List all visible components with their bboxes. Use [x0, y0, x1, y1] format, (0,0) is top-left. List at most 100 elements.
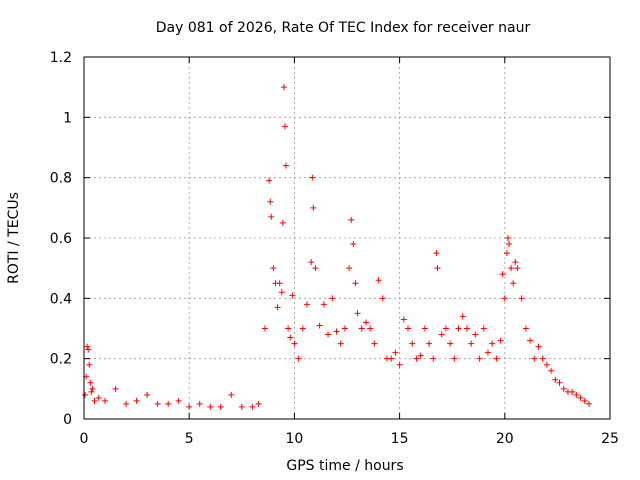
data-point — [552, 376, 559, 383]
data-point — [308, 259, 315, 266]
data-point — [503, 250, 510, 257]
data-point — [238, 403, 245, 410]
data-point — [539, 355, 546, 362]
data-point — [312, 265, 319, 272]
data-point — [102, 397, 109, 404]
data-point — [379, 295, 386, 302]
data-point — [316, 322, 323, 329]
data-point — [333, 328, 340, 335]
data-point — [480, 325, 487, 332]
data-point — [430, 355, 437, 362]
data-point — [207, 403, 214, 410]
data-point — [89, 385, 96, 392]
data-point — [417, 352, 424, 359]
data-point — [86, 361, 93, 368]
data-point — [95, 394, 102, 401]
data-point — [91, 397, 98, 404]
data-point — [217, 403, 224, 410]
data-point — [577, 394, 584, 401]
data-point — [295, 355, 302, 362]
data-point — [535, 343, 542, 350]
data-point — [84, 343, 91, 350]
data-point — [531, 355, 538, 362]
data-point — [291, 340, 298, 347]
data-point — [556, 379, 563, 386]
data-point — [463, 325, 470, 332]
data-point — [82, 391, 89, 398]
data-point — [493, 355, 500, 362]
data-point — [510, 280, 517, 287]
data-point — [325, 331, 332, 338]
data-point — [165, 400, 172, 407]
axis-ticks: 0 5 10 15 20 25 0 0.2 0.4 0.6 0.8 1 1.2 — [50, 50, 619, 447]
data-point — [133, 397, 140, 404]
data-point — [413, 355, 420, 362]
y-axis-label: ROTI / TECUs — [6, 192, 22, 284]
data-point — [455, 325, 462, 332]
data-point — [581, 397, 588, 404]
data-point — [186, 403, 193, 410]
data-point — [320, 301, 327, 308]
data-point — [354, 310, 361, 317]
data-point — [337, 340, 344, 347]
data-point — [285, 325, 292, 332]
data-point — [543, 361, 550, 368]
y-tick-label: 0.6 — [50, 231, 72, 247]
data-point — [266, 177, 273, 184]
data-point — [287, 334, 294, 341]
data-point — [497, 337, 504, 344]
data-point — [426, 340, 433, 347]
data-point — [88, 388, 95, 395]
data-point — [299, 325, 306, 332]
data-point — [371, 340, 378, 347]
data-point — [249, 403, 256, 410]
data-point — [506, 241, 513, 248]
data-point — [512, 259, 519, 266]
data-point — [348, 216, 355, 223]
data-point — [585, 400, 592, 407]
data-point — [310, 204, 317, 211]
data-point — [573, 391, 580, 398]
plot-frame — [83, 56, 611, 420]
data-point — [367, 325, 374, 332]
data-point — [501, 295, 508, 302]
data-point — [388, 355, 395, 362]
x-tick-label: 10 — [285, 431, 303, 447]
x-tick-label: 15 — [391, 431, 409, 447]
data-point — [280, 84, 287, 91]
y-tick-label: 0.4 — [50, 291, 72, 307]
data-point — [85, 346, 92, 353]
data-point — [396, 361, 403, 368]
data-point — [508, 265, 515, 272]
y-tick-label: 0 — [63, 412, 72, 428]
data-point — [433, 250, 440, 257]
data-point — [281, 123, 288, 130]
y-tick-label: 1.2 — [50, 50, 72, 66]
data-point — [518, 295, 525, 302]
x-tick-label: 20 — [496, 431, 514, 447]
data-point — [434, 265, 441, 272]
data-point — [484, 349, 491, 356]
data-point — [447, 340, 454, 347]
data-point — [438, 331, 445, 338]
x-tick-label: 0 — [80, 431, 89, 447]
data-point — [154, 400, 161, 407]
data-point — [468, 340, 475, 347]
data-point — [362, 319, 369, 326]
data-point — [309, 174, 316, 181]
data-point — [87, 379, 94, 386]
x-axis-label: GPS time / hours — [286, 458, 403, 474]
data-point — [409, 340, 416, 347]
chart-title: Day 081 of 2026, Rate Of TEC Index for r… — [156, 20, 531, 36]
data-point — [279, 219, 286, 226]
data-point — [175, 397, 182, 404]
data-point — [400, 316, 407, 323]
data-point — [282, 162, 289, 169]
data-point — [123, 400, 130, 407]
data-point — [329, 295, 336, 302]
data-point — [548, 367, 555, 374]
data-point — [255, 400, 262, 407]
data-point — [569, 388, 576, 395]
y-tick-label: 0.8 — [50, 171, 72, 187]
